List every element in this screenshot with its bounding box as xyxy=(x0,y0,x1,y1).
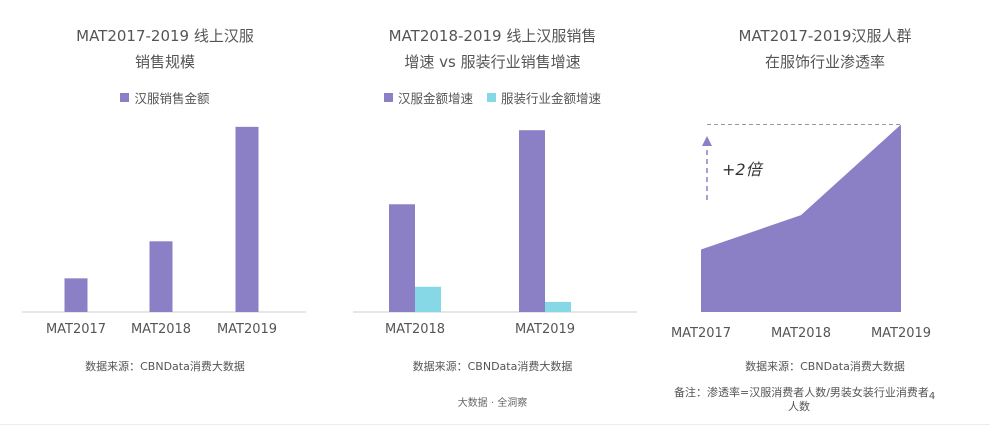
chart1-xtick-2: MAT2019 xyxy=(216,322,278,337)
chart3-note-suffix: 4 xyxy=(928,391,936,403)
chart3-arrow-head xyxy=(702,136,712,146)
bottom-divider xyxy=(0,424,990,425)
chart3-xtick-0: MAT2017 xyxy=(670,326,732,341)
chart2-xtick-1: MAT2019 xyxy=(514,322,576,337)
chart2-bar-1-0 xyxy=(415,286,441,312)
panel-penetration: MAT2017-2019汉服人群 在服饰行业渗透率 +2倍 MAT2017 MA… xyxy=(660,0,990,427)
chart1-title-line2: 销售规模 xyxy=(134,53,195,71)
chart2-legend-swatch-apparel xyxy=(486,93,496,102)
chart2-bar-0-0 xyxy=(389,204,415,312)
chart2-legend-item-apparel: 服装行业金额增速 xyxy=(486,88,601,107)
chart3-note-line1: 备注：渗透率=汉服消费者人数/男装女装行业消费者4 xyxy=(674,384,935,402)
chart1-plot xyxy=(22,126,306,313)
chart1-legend-item: 汉服销售金额 xyxy=(120,88,210,107)
chart3-area xyxy=(701,124,901,312)
chart2-legend: 汉服金额增速 服装行业金额增速 xyxy=(325,88,660,107)
panel-sales-scale: MAT2017-2019 线上汉服 销售规模 汉服销售金额 MAT2017 MA… xyxy=(0,0,320,427)
chart1-source: 数据来源：CBNData消费大数据 xyxy=(85,360,245,373)
chart2-source: 数据来源：CBNData消费大数据 xyxy=(412,360,573,373)
chart2-bar-1-1 xyxy=(545,301,571,312)
chart3-annotation: +2倍 xyxy=(722,160,762,179)
chart3-note-text: 备注：渗透率=汉服消费者人数/男装女装行业消费者 xyxy=(674,386,929,399)
chart1-legend-label: 汉服销售金额 xyxy=(134,91,210,106)
chart3-xtick-2: MAT2019 xyxy=(870,326,932,341)
chart3-note-line2: 人数 xyxy=(788,400,810,413)
panel-growth: MAT2018-2019 线上汉服销售 增速 vs 服装行业销售增速 汉服金额增… xyxy=(325,0,660,427)
chart1-bar-0 xyxy=(64,278,88,312)
chart2-legend-item-hanfu: 汉服金额增速 xyxy=(383,88,473,107)
chart1-bar-1 xyxy=(149,241,173,312)
chart3-source: 数据来源：CBNData消费大数据 xyxy=(745,360,905,373)
chart3-title-line2: 在服饰行业渗透率 xyxy=(764,53,885,71)
chart2-legend-swatch-hanfu xyxy=(383,93,393,102)
chart2-title-line1: MAT2018-2019 线上汉服销售 xyxy=(388,27,597,45)
chart2-legend-label-apparel: 服装行业金额增速 xyxy=(500,91,601,106)
chart2-legend-label-hanfu: 汉服金额增速 xyxy=(397,91,473,106)
chart3-plot xyxy=(701,124,901,312)
chart2-brand: 大数据 · 全洞察 xyxy=(457,398,528,409)
chart2-title-line2: 增速 vs 服装行业销售增速 xyxy=(404,53,581,71)
chart1-legend-swatch xyxy=(120,93,130,102)
chart1-xtick-0: MAT2017 xyxy=(45,322,107,337)
chart1-title-line1: MAT2017-2019 线上汉服 xyxy=(76,27,254,45)
chart1-xtick-1: MAT2018 xyxy=(130,322,192,337)
chart2-xtick-0: MAT2018 xyxy=(384,322,446,337)
chart3-xtick-1: MAT2018 xyxy=(770,326,832,341)
chart1-bar-2 xyxy=(235,126,259,312)
chart2-plot xyxy=(353,130,637,313)
chart1-legend: 汉服销售金额 xyxy=(10,88,320,107)
chart3-title-line1: MAT2017-2019汉服人群 xyxy=(738,27,912,45)
chart2-bar-0-1 xyxy=(519,130,545,312)
